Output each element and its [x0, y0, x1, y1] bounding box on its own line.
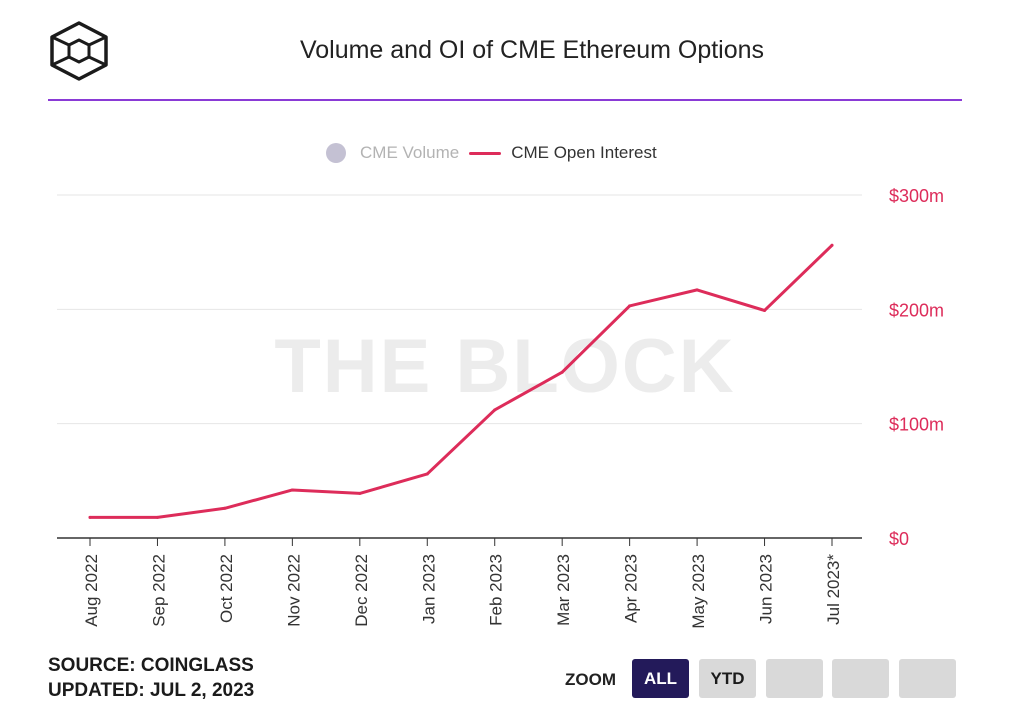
y-axis-ticks: $0 $100m $200m $300m	[889, 186, 944, 549]
watermark-text: THE BLOCK	[274, 324, 735, 409]
y-tick-label: $200m	[889, 300, 944, 320]
x-tick-label: Aug 2022	[82, 554, 101, 627]
legend-dot-icon	[326, 143, 346, 163]
legend-line-icon	[469, 151, 502, 155]
x-tick-label: Oct 2022	[217, 554, 236, 623]
data-point	[155, 515, 159, 519]
x-axis-ticks: Aug 2022 Sep 2022 Oct 2022 Nov 2022 Dec 2022…	[82, 538, 843, 629]
legend-item-open-interest[interactable]: CME Open Interest	[469, 143, 657, 163]
x-tick-label: Dec 2022	[352, 554, 371, 627]
y-tick-label: $300m	[889, 186, 944, 206]
data-point	[290, 488, 294, 492]
x-tick-label: May 2023	[689, 554, 708, 629]
x-tick-label: Mar 2023	[554, 554, 573, 626]
zoom-blank-button-1[interactable]	[766, 659, 823, 698]
x-tick-label: Jan 2023	[419, 554, 438, 624]
x-tick-label: Jul 2023*	[824, 554, 843, 625]
data-point	[425, 472, 429, 476]
x-tick-label: Apr 2023	[622, 554, 641, 623]
legend-label-open-interest: CME Open Interest	[511, 143, 657, 162]
legend-item-volume[interactable]: CME Volume	[326, 143, 459, 163]
zoom-blank-button-2[interactable]	[832, 659, 889, 698]
legend-label-volume: CME Volume	[360, 143, 460, 162]
x-tick-label: Jun 2023	[757, 554, 776, 624]
series-line-open-interest	[88, 243, 834, 519]
zoom-blank-button-3[interactable]	[899, 659, 956, 698]
zoom-label: ZOOM	[565, 670, 616, 689]
x-tick-label: Sep 2022	[149, 554, 168, 627]
chart-footer: SOURCE: COINGLASS UPDATED: JUL 2, 2023	[48, 653, 254, 703]
data-point	[695, 288, 699, 292]
data-point	[560, 370, 564, 374]
title-divider	[48, 99, 962, 101]
chart-legend: CME Volume CME Open Interest	[326, 140, 667, 166]
data-point	[358, 491, 362, 495]
chart-title: Volume and OI of CME Ethereum Options	[299, 36, 765, 64]
updated-text: UPDATED: JUL 2, 2023	[48, 680, 255, 701]
zoom-all-button[interactable]: ALL	[632, 659, 689, 698]
zoom-ytd-button[interactable]: YTD	[699, 659, 756, 698]
series-layer	[88, 243, 834, 519]
source-text: SOURCE: COINGLASS	[48, 655, 254, 676]
x-tick-label: Nov 2022	[284, 554, 303, 627]
y-tick-label: $0	[889, 529, 909, 549]
data-point	[830, 243, 834, 247]
y-tick-label: $100m	[889, 415, 944, 435]
gridlines	[57, 194, 862, 539]
data-point	[763, 308, 767, 312]
data-point	[223, 506, 227, 510]
data-point	[493, 408, 497, 412]
the-block-logo	[50, 21, 108, 81]
oi-line-chart: THE BLOCK $0 $100m $200m $300m Aug 2022 Sep …	[57, 186, 944, 629]
x-tick-label: Feb 2023	[487, 554, 506, 626]
data-point	[628, 304, 632, 308]
data-point	[88, 515, 92, 519]
